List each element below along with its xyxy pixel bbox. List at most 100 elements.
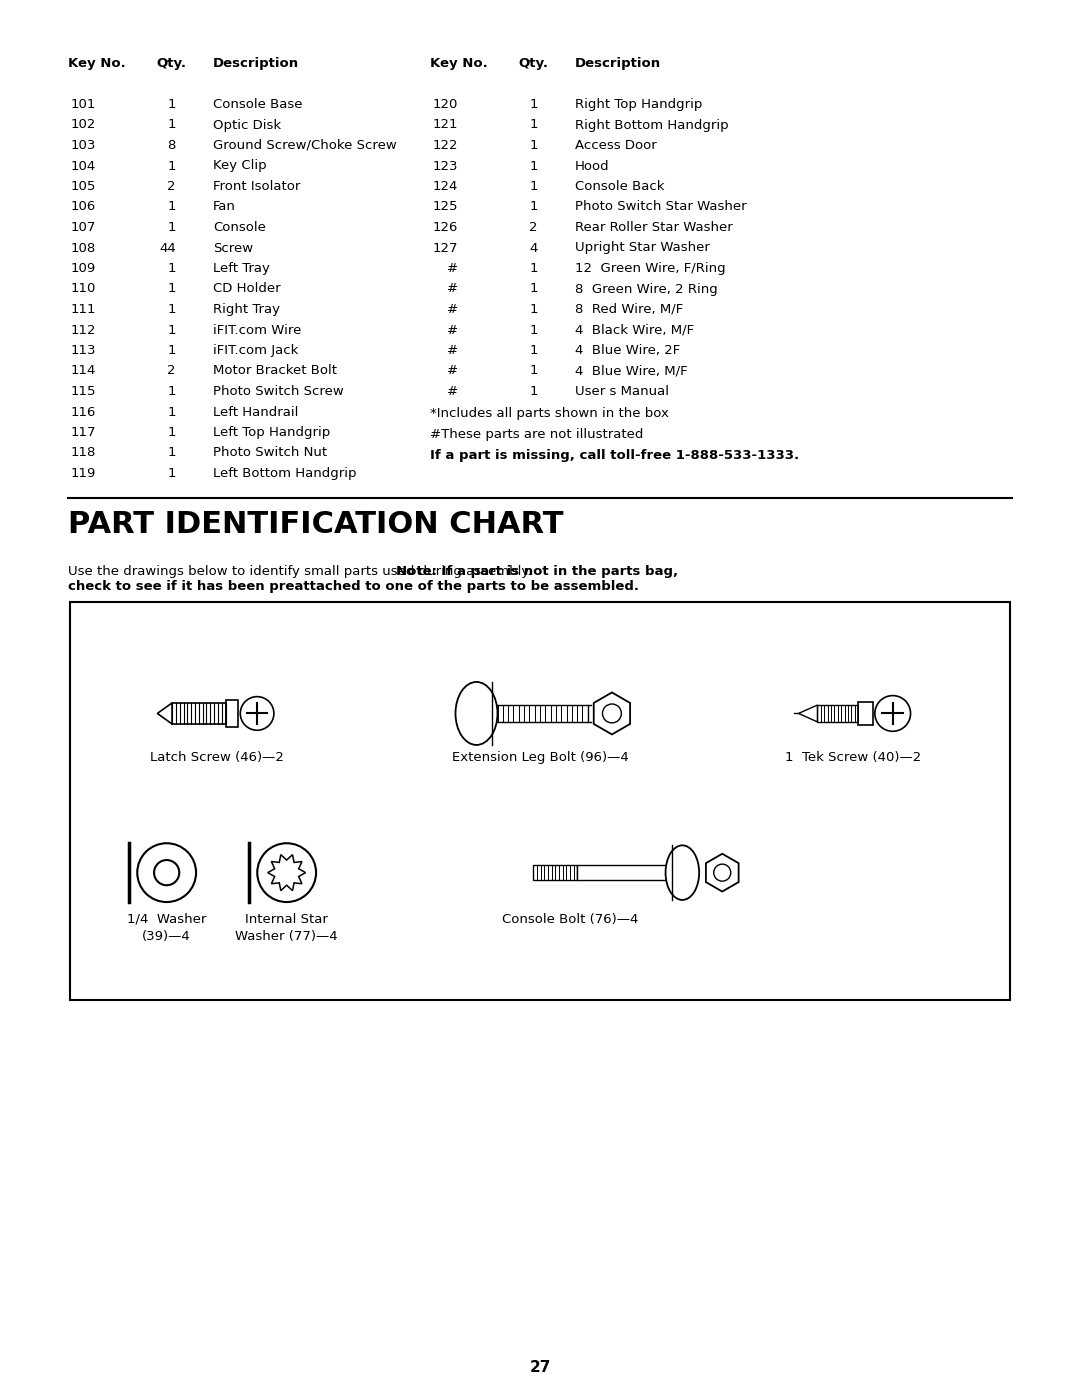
Text: 4  Blue Wire, M/F: 4 Blue Wire, M/F [575,365,688,377]
Text: #: # [447,282,458,296]
Circle shape [154,861,179,886]
Text: 109: 109 [71,263,96,275]
Text: 1: 1 [529,159,538,172]
Bar [858,701,873,725]
Text: #These parts are not illustrated: #These parts are not illustrated [430,427,644,441]
Text: Latch Screw (46)—2: Latch Screw (46)—2 [150,752,284,764]
Bar [70,602,1010,1000]
Text: 112: 112 [70,324,96,337]
Polygon shape [798,705,818,722]
Text: 114: 114 [70,365,96,377]
Text: #: # [447,324,458,337]
Polygon shape [158,703,172,724]
Text: 1: 1 [167,98,176,110]
Text: Front Isolator: Front Isolator [213,180,300,193]
Text: PART IDENTIFICATION CHART: PART IDENTIFICATION CHART [68,510,564,539]
Text: 1: 1 [529,303,538,316]
Circle shape [137,844,197,902]
Bar [226,700,239,726]
Text: Console: Console [213,221,266,235]
Text: 1: 1 [529,324,538,337]
Text: 108: 108 [71,242,96,254]
Text: 1: 1 [529,180,538,193]
Text: 2: 2 [167,365,176,377]
Text: 8  Green Wire, 2 Ring: 8 Green Wire, 2 Ring [575,282,718,296]
Text: 103: 103 [70,138,96,152]
Text: 104: 104 [71,159,96,172]
Text: Access Door: Access Door [575,138,657,152]
Circle shape [257,844,316,902]
Text: Console Back: Console Back [575,180,664,193]
Text: 1: 1 [529,386,538,398]
Text: Right Bottom Handgrip: Right Bottom Handgrip [575,119,729,131]
Text: Photo Switch Star Washer: Photo Switch Star Washer [575,201,746,214]
Text: 1: 1 [529,263,538,275]
Text: 123: 123 [432,159,458,172]
Bar [534,865,578,880]
Text: 124: 124 [433,180,458,193]
Text: Left Tray: Left Tray [213,263,270,275]
Text: 12  Green Wire, F/Ring: 12 Green Wire, F/Ring [575,263,726,275]
Text: 102: 102 [70,119,96,131]
Text: Photo Switch Screw: Photo Switch Screw [213,386,343,398]
Text: 1: 1 [167,426,176,439]
Text: 110: 110 [70,282,96,296]
Text: 120: 120 [433,98,458,110]
Text: If a part is missing, call toll-free 1-888-533-1333.: If a part is missing, call toll-free 1-8… [430,448,799,461]
Text: 105: 105 [70,180,96,193]
Text: Right Tray: Right Tray [213,303,280,316]
Circle shape [240,697,274,731]
Text: Description: Description [575,57,661,70]
Text: Key No.: Key No. [430,57,488,70]
Text: Rear Roller Star Washer: Rear Roller Star Washer [575,221,732,235]
Text: 2: 2 [167,180,176,193]
Text: 1: 1 [529,344,538,358]
Bar [492,705,588,722]
Text: 27: 27 [529,1361,551,1375]
Text: 1: 1 [529,98,538,110]
Text: 8  Red Wire, M/F: 8 Red Wire, M/F [575,303,684,316]
Text: Right Top Handgrip: Right Top Handgrip [575,98,702,110]
Text: 1: 1 [529,119,538,131]
Text: Key No.: Key No. [68,57,125,70]
Text: Note: If a part is not in the parts bag,: Note: If a part is not in the parts bag, [396,564,678,578]
Text: 1: 1 [167,324,176,337]
Text: 1: 1 [167,303,176,316]
Text: Console Bolt (76)—4: Console Bolt (76)—4 [502,912,638,926]
Text: 119: 119 [70,467,96,481]
Text: Photo Switch Nut: Photo Switch Nut [213,447,327,460]
Text: 122: 122 [432,138,458,152]
Text: 1: 1 [529,282,538,296]
Text: Hood: Hood [575,159,609,172]
Circle shape [714,865,731,882]
Text: Key Clip: Key Clip [213,159,267,172]
Text: *Includes all parts shown in the box: *Includes all parts shown in the box [430,408,669,420]
Text: Console Base: Console Base [213,98,302,110]
Text: 1: 1 [167,467,176,481]
Text: 1: 1 [167,344,176,358]
Text: #: # [447,344,458,358]
Text: 127: 127 [432,242,458,254]
Text: 1  Tek Screw (40)—2: 1 Tek Screw (40)—2 [785,752,921,764]
Text: 118: 118 [70,447,96,460]
Circle shape [603,704,621,722]
Text: 1: 1 [167,447,176,460]
Text: 106: 106 [71,201,96,214]
Text: 4  Blue Wire, 2F: 4 Blue Wire, 2F [575,344,680,358]
Text: 1: 1 [167,201,176,214]
Bar [172,703,226,724]
Text: 1: 1 [167,221,176,235]
Polygon shape [268,855,306,891]
Bar [578,865,672,880]
Ellipse shape [665,845,699,900]
Text: 121: 121 [432,119,458,131]
Text: 1: 1 [167,386,176,398]
Text: #: # [447,303,458,316]
Circle shape [875,696,910,731]
Text: 4  Black Wire, M/F: 4 Black Wire, M/F [575,324,694,337]
Text: 125: 125 [432,201,458,214]
Text: Use the drawings below to identify small parts used during assembly.: Use the drawings below to identify small… [68,564,536,578]
Text: 115: 115 [70,386,96,398]
Text: #: # [447,263,458,275]
Polygon shape [706,854,739,891]
